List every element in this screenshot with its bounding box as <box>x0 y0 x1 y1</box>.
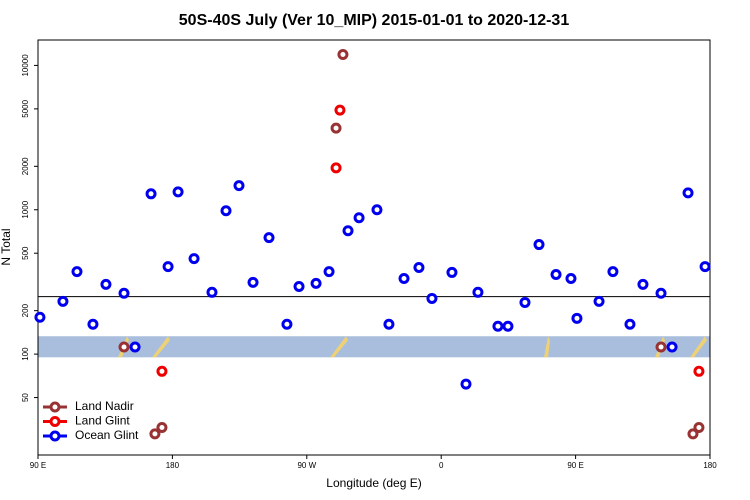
point <box>624 318 636 330</box>
land-patch <box>544 336 550 358</box>
point <box>383 318 395 330</box>
point <box>233 180 245 192</box>
x-tick-label: 180 <box>703 461 717 470</box>
y-tick-label: 10000 <box>21 54 30 77</box>
point <box>398 273 410 285</box>
point <box>607 266 619 278</box>
point <box>206 286 218 298</box>
legend-marker <box>49 401 61 413</box>
point <box>353 212 365 224</box>
legend-label: Land Nadir <box>75 399 134 413</box>
point <box>550 269 562 281</box>
point <box>330 122 342 134</box>
land-patch <box>690 336 707 358</box>
point <box>693 365 705 377</box>
point <box>118 287 130 299</box>
y-tick-label: 100 <box>21 347 30 361</box>
y-tick-label: 200 <box>21 303 30 317</box>
x-tick-label: 90 E <box>567 461 583 470</box>
y-axis-label: N Total <box>0 228 13 265</box>
point <box>293 281 305 293</box>
point <box>71 266 83 278</box>
x-axis-label: Longitude (deg E) <box>326 476 421 490</box>
point <box>57 295 69 307</box>
land-patch <box>330 336 348 358</box>
point <box>492 320 504 332</box>
point <box>519 296 531 308</box>
x-tick-label: 0 <box>439 461 444 470</box>
land-patch <box>152 336 170 358</box>
point <box>693 422 705 434</box>
point <box>149 428 161 440</box>
point <box>502 320 514 332</box>
point <box>460 378 472 390</box>
reference-band <box>38 336 710 358</box>
legend-marker <box>49 416 61 427</box>
point <box>655 341 667 353</box>
point <box>100 278 112 290</box>
y-tick-label: 500 <box>21 246 30 260</box>
point <box>687 428 699 440</box>
point <box>156 422 168 434</box>
plot-frame <box>37 39 711 456</box>
point <box>188 253 200 265</box>
point <box>593 295 605 307</box>
point <box>330 162 342 174</box>
y-tick-label: 5000 <box>21 99 30 117</box>
point <box>637 278 649 290</box>
y-tick-label: 50 <box>21 393 30 402</box>
legend-label: Ocean Glint <box>75 428 139 442</box>
point <box>34 311 46 323</box>
point <box>342 225 354 237</box>
point <box>472 286 484 298</box>
point <box>699 261 711 273</box>
chart-title: 50S-40S July (Ver 10_MIP) 2015-01-01 to … <box>179 12 570 29</box>
point <box>220 205 232 217</box>
point <box>145 188 157 200</box>
point <box>310 277 322 289</box>
point <box>426 292 438 304</box>
y-tick-label: 2000 <box>21 157 30 175</box>
point <box>533 239 545 251</box>
point <box>87 318 99 330</box>
point <box>172 186 184 198</box>
point <box>666 341 678 353</box>
point <box>334 104 346 116</box>
point <box>413 262 425 274</box>
x-tick-label: 180 <box>166 461 180 470</box>
point <box>247 276 259 288</box>
point <box>446 266 458 278</box>
point <box>337 49 349 61</box>
y-tick-label: 1000 <box>21 200 30 218</box>
point <box>263 232 275 244</box>
x-tick-label: 90 E <box>30 461 46 470</box>
point <box>156 365 168 377</box>
point <box>682 187 694 199</box>
point <box>162 261 174 273</box>
point <box>118 341 130 353</box>
legend-marker <box>49 430 61 442</box>
point <box>565 273 577 285</box>
legend-label: Land Glint <box>75 414 130 428</box>
point <box>323 266 335 278</box>
point <box>571 312 583 324</box>
point <box>655 287 667 299</box>
point <box>371 204 383 216</box>
point <box>281 318 293 330</box>
x-tick-label: 90 W <box>297 461 316 470</box>
point <box>129 341 141 353</box>
